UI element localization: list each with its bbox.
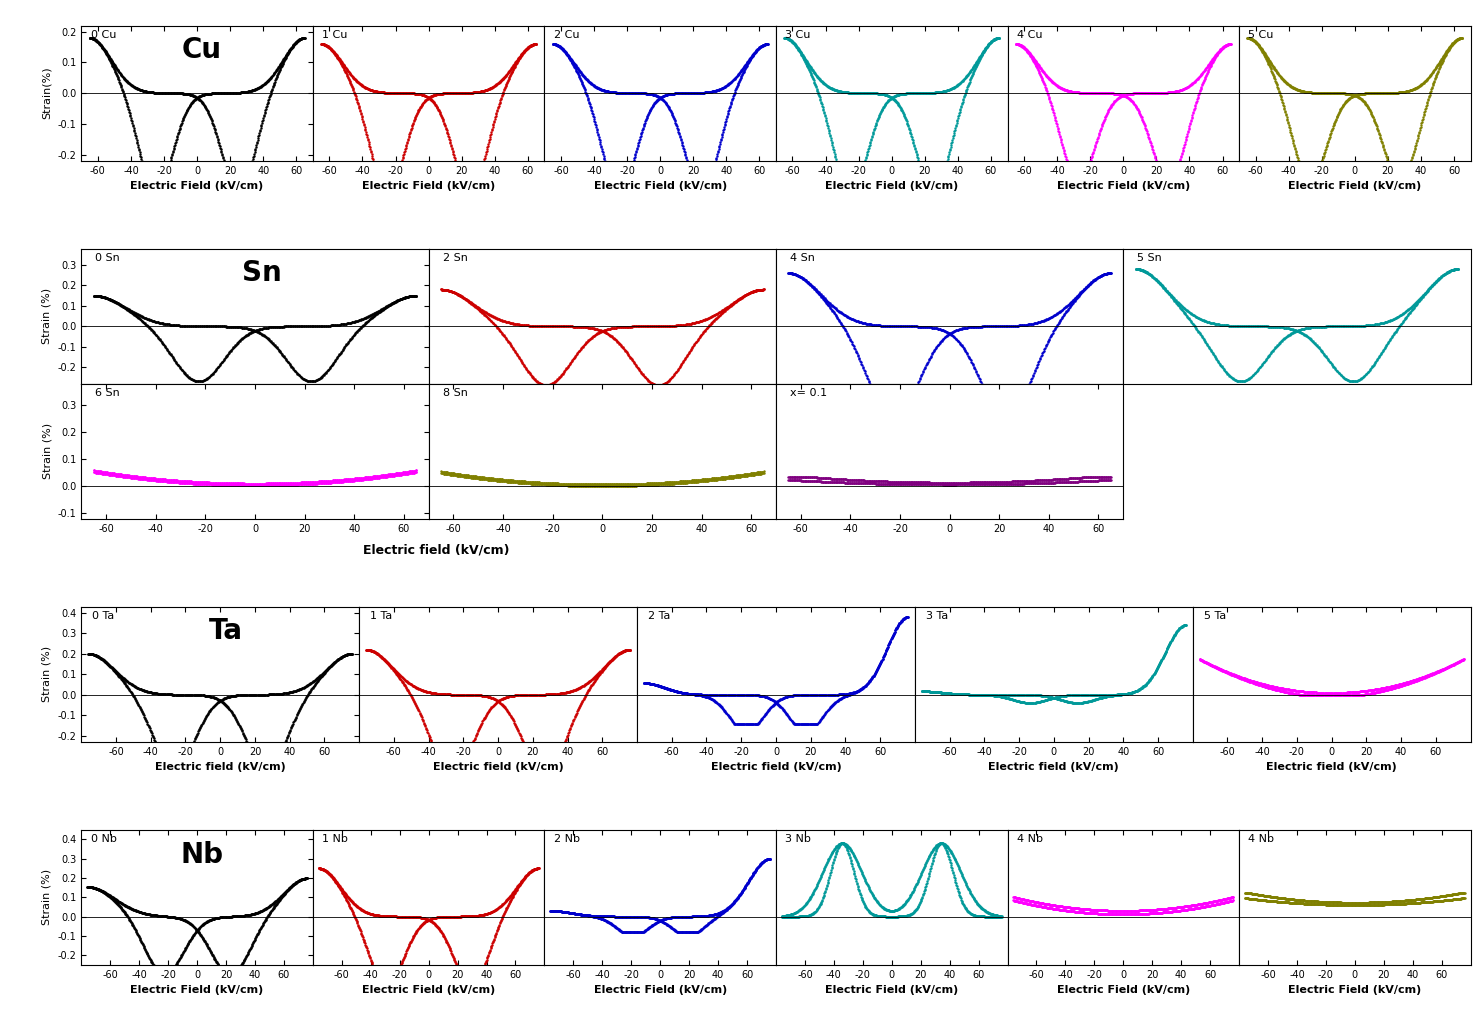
Text: 0 Cu: 0 Cu — [90, 30, 115, 40]
Text: 1 Ta: 1 Ta — [371, 611, 393, 621]
X-axis label: Electric field (kV/cm): Electric field (kV/cm) — [433, 763, 563, 772]
X-axis label: Electric Field (kV/cm): Electric Field (kV/cm) — [130, 985, 263, 995]
X-axis label: Electric Field (kV/cm): Electric Field (kV/cm) — [1289, 985, 1422, 995]
X-axis label: Electric Field (kV/cm): Electric Field (kV/cm) — [1057, 985, 1190, 995]
Text: Cu: Cu — [182, 37, 222, 64]
Y-axis label: Strain (%): Strain (%) — [41, 646, 52, 702]
X-axis label: Electric Field (kV/cm): Electric Field (kV/cm) — [825, 985, 958, 995]
Y-axis label: Strain (%): Strain (%) — [41, 869, 52, 925]
X-axis label: Electric Field (kV/cm): Electric Field (kV/cm) — [594, 985, 727, 995]
Text: 0 Sn: 0 Sn — [95, 252, 120, 262]
Text: Ta: Ta — [208, 618, 242, 645]
X-axis label: Electric field (kV/cm): Electric field (kV/cm) — [155, 763, 285, 772]
Text: Electric field (kV/cm): Electric field (kV/cm) — [362, 543, 510, 556]
X-axis label: Electric Field (kV/cm): Electric Field (kV/cm) — [594, 181, 727, 191]
Text: 5 Cu: 5 Cu — [1249, 30, 1274, 40]
X-axis label: Electric Field (kV/cm): Electric Field (kV/cm) — [362, 181, 495, 191]
Text: 2 Cu: 2 Cu — [554, 30, 579, 40]
Text: 5 Sn: 5 Sn — [1137, 252, 1162, 262]
Text: 8 Sn: 8 Sn — [442, 388, 467, 398]
Y-axis label: Strain (%): Strain (%) — [41, 288, 52, 344]
X-axis label: Electric field (kV/cm): Electric field (kV/cm) — [711, 763, 841, 772]
X-axis label: Electric field (kV/cm): Electric field (kV/cm) — [1267, 763, 1397, 772]
Text: Nb: Nb — [180, 840, 223, 869]
Text: 1 Nb: 1 Nb — [322, 834, 347, 843]
Text: Sn: Sn — [242, 259, 282, 287]
Text: 6 Sn: 6 Sn — [95, 388, 120, 398]
Text: 0 Nb: 0 Nb — [90, 834, 117, 843]
X-axis label: Electric Field (kV/cm): Electric Field (kV/cm) — [362, 985, 495, 995]
Text: 3 Ta: 3 Ta — [927, 611, 949, 621]
Text: 3 Cu: 3 Cu — [785, 30, 810, 40]
Text: 4 Cu: 4 Cu — [1017, 30, 1042, 40]
Y-axis label: Strain (%): Strain (%) — [43, 423, 52, 479]
X-axis label: Electric field (kV/cm): Electric field (kV/cm) — [989, 763, 1119, 772]
X-axis label: Electric Field (kV/cm): Electric Field (kV/cm) — [130, 181, 263, 191]
Text: 2 Nb: 2 Nb — [554, 834, 579, 843]
Text: 2 Sn: 2 Sn — [442, 252, 467, 262]
X-axis label: Electric Field (kV/cm): Electric Field (kV/cm) — [1289, 181, 1422, 191]
X-axis label: Electric Field (kV/cm): Electric Field (kV/cm) — [825, 181, 958, 191]
Text: 3 Nb: 3 Nb — [785, 834, 811, 843]
Y-axis label: Strain(%): Strain(%) — [41, 66, 52, 119]
Text: 2 Ta: 2 Ta — [649, 611, 671, 621]
X-axis label: Electric Field (kV/cm): Electric Field (kV/cm) — [1057, 181, 1190, 191]
Text: x= 0.1: x= 0.1 — [789, 388, 828, 398]
Text: 0 Ta: 0 Ta — [93, 611, 115, 621]
Text: 4 Nb: 4 Nb — [1017, 834, 1043, 843]
Text: 4 Sn: 4 Sn — [789, 252, 814, 262]
Text: 1 Cu: 1 Cu — [322, 30, 347, 40]
Text: 4 Nb: 4 Nb — [1249, 834, 1274, 843]
Text: 5 Ta: 5 Ta — [1205, 611, 1227, 621]
